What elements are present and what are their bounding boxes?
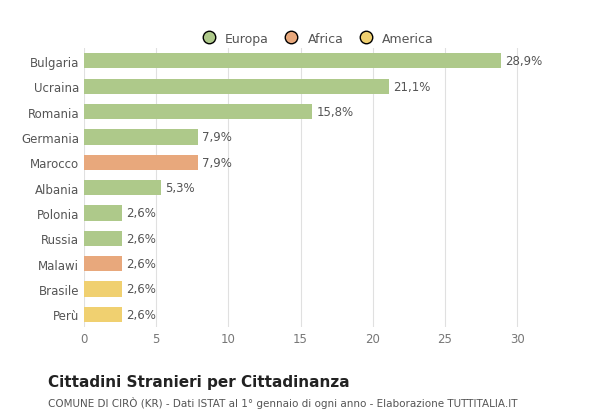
Text: 2,6%: 2,6% <box>126 232 156 245</box>
Text: 7,9%: 7,9% <box>202 156 232 169</box>
Bar <box>84 180 161 196</box>
Bar <box>84 256 122 272</box>
Text: 2,6%: 2,6% <box>126 258 156 270</box>
Text: 2,6%: 2,6% <box>126 283 156 296</box>
Text: 5,3%: 5,3% <box>165 182 194 195</box>
Bar <box>84 155 198 171</box>
Bar <box>84 282 122 297</box>
Text: 15,8%: 15,8% <box>316 106 353 119</box>
Text: 7,9%: 7,9% <box>202 131 232 144</box>
Bar <box>84 130 198 145</box>
Legend: Europa, Africa, America: Europa, Africa, America <box>191 27 439 50</box>
Text: 28,9%: 28,9% <box>506 55 543 68</box>
Bar <box>84 307 122 322</box>
Bar <box>84 79 389 94</box>
Text: 2,6%: 2,6% <box>126 308 156 321</box>
Bar <box>84 105 312 120</box>
Bar <box>84 206 122 221</box>
Bar <box>84 54 501 69</box>
Text: COMUNE DI CIRÒ (KR) - Dati ISTAT al 1° gennaio di ogni anno - Elaborazione TUTTI: COMUNE DI CIRÒ (KR) - Dati ISTAT al 1° g… <box>48 396 517 408</box>
Text: Cittadini Stranieri per Cittadinanza: Cittadini Stranieri per Cittadinanza <box>48 374 350 389</box>
Text: 21,1%: 21,1% <box>393 81 430 94</box>
Text: 2,6%: 2,6% <box>126 207 156 220</box>
Bar <box>84 231 122 246</box>
